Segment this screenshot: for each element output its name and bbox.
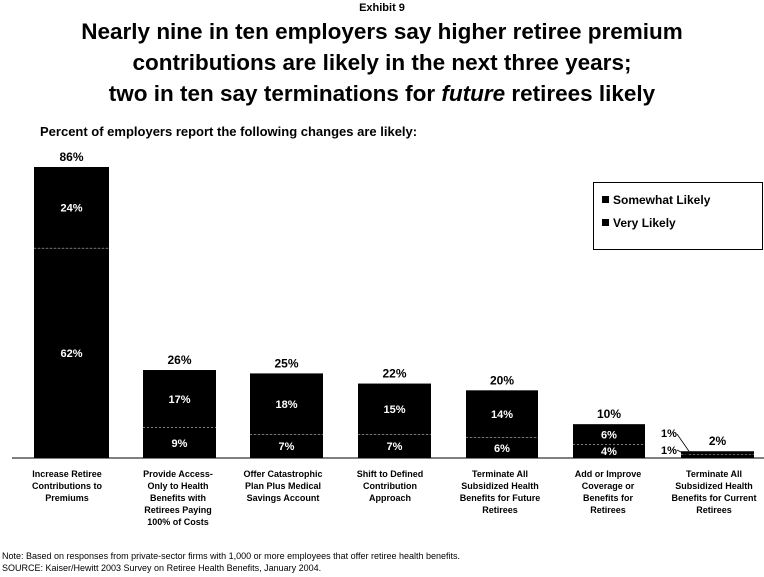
category-label-7-line-2: Subsidized Health bbox=[675, 481, 753, 491]
category-label-4-line-1: Shift to Defined bbox=[357, 469, 424, 479]
total-label-5: 20% bbox=[490, 373, 514, 387]
total-label-1: 86% bbox=[59, 150, 83, 164]
category-label-3-line-1: Offer Catastrophic bbox=[243, 469, 322, 479]
category-label-5-line-2: Subsidized Health bbox=[461, 481, 539, 491]
somewhat-leader-line bbox=[676, 433, 690, 452]
very-label-1: 62% bbox=[60, 348, 82, 360]
bar-very-likely-5 bbox=[466, 437, 538, 458]
bar-somewhat-likely-2 bbox=[143, 370, 216, 428]
legend-swatch-very bbox=[602, 219, 609, 226]
category-label-1-line-2: Contributions to bbox=[32, 481, 102, 491]
category-label-4-line-2: Contribution bbox=[363, 481, 417, 491]
category-label-7-line-1: Terminate All bbox=[686, 469, 742, 479]
category-label-1-line-1: Increase Retiree bbox=[32, 469, 102, 479]
category-label-4-line-3: Approach bbox=[369, 493, 411, 503]
total-label-3: 25% bbox=[274, 356, 298, 370]
legend-item-somewhat: Somewhat Likely bbox=[602, 193, 710, 207]
legend-item-very: Very Likely bbox=[602, 216, 676, 230]
very-leader-line bbox=[676, 449, 690, 457]
legend-label-very: Very Likely bbox=[613, 216, 676, 230]
category-label-3-line-2: Plan Plus Medical bbox=[245, 481, 321, 491]
title-line-3-start: two in ten say terminations for bbox=[108, 81, 442, 106]
category-label-1-line-3: Premiums bbox=[45, 493, 89, 503]
somewhat-label-7: 1% bbox=[661, 428, 677, 440]
bar-very-likely-4 bbox=[358, 434, 431, 458]
category-label-2-line-3: Benefits with bbox=[150, 493, 206, 503]
somewhat-label-1: 24% bbox=[60, 203, 82, 215]
very-label-2: 9% bbox=[172, 438, 188, 450]
footnote: Note: Based on responses from private-se… bbox=[2, 551, 461, 561]
bar-somewhat-likely-1 bbox=[34, 167, 109, 249]
bar-very-likely-1 bbox=[34, 248, 109, 458]
very-label-5: 6% bbox=[494, 443, 510, 455]
legend-label-somewhat: Somewhat Likely bbox=[613, 193, 711, 207]
somewhat-label-4: 15% bbox=[383, 404, 405, 416]
bar-very-likely-2 bbox=[143, 427, 216, 458]
category-label-3-line-3: Savings Account bbox=[247, 493, 320, 503]
category-label-6-line-2: Coverage or bbox=[582, 481, 635, 491]
total-label-6: 10% bbox=[597, 407, 621, 421]
bar-somewhat-likely-6 bbox=[573, 424, 645, 445]
category-label-2-line-4: Retirees Paying bbox=[144, 505, 212, 515]
chart-subtitle: Percent of employers report the followin… bbox=[40, 124, 418, 139]
category-label-5-line-1: Terminate All bbox=[472, 469, 528, 479]
legend-swatch-somewhat bbox=[602, 196, 609, 203]
somewhat-label-6: 6% bbox=[601, 429, 617, 441]
bar-very-likely-3 bbox=[250, 434, 323, 458]
title-line-3: two in ten say terminations for future r… bbox=[10, 78, 754, 109]
title-line-3-emphasis: future bbox=[441, 81, 506, 106]
bar-somewhat-likely-5 bbox=[466, 390, 538, 438]
category-label-6-line-4: Retirees bbox=[590, 505, 626, 515]
category-label-6-line-1: Add or Improve bbox=[575, 469, 642, 479]
category-label-2-line-1: Provide Access- bbox=[143, 469, 213, 479]
source-note: SOURCE: Kaiser/Hewitt 2003 Survey on Ret… bbox=[2, 563, 322, 573]
category-label-2-line-2: Only to Health bbox=[147, 481, 208, 491]
very-label-3: 7% bbox=[279, 441, 295, 453]
category-label-7-line-3: Benefits for Current bbox=[671, 493, 756, 503]
category-label-7-line-4: Retirees bbox=[696, 505, 732, 515]
total-label-4: 22% bbox=[382, 367, 406, 381]
total-label-2: 26% bbox=[167, 353, 191, 367]
exhibit-label: Exhibit 9 bbox=[359, 2, 405, 14]
bar-somewhat-likely-4 bbox=[358, 383, 431, 435]
very-label-7: 1% bbox=[661, 445, 677, 457]
category-label-5-line-3: Benefits for Future bbox=[460, 493, 541, 503]
category-label-2-line-5: 100% of Costs bbox=[147, 517, 209, 527]
category-label-6-line-3: Benefits for bbox=[583, 493, 634, 503]
title-line-3-end: retirees likely bbox=[505, 81, 656, 106]
title-line-1: Nearly nine in ten employers say higher … bbox=[81, 19, 683, 44]
somewhat-label-2: 17% bbox=[168, 394, 190, 406]
chart-title: Nearly nine in ten employers say higher … bbox=[10, 16, 754, 109]
legend: Somewhat Likely Very Likely bbox=[593, 182, 763, 250]
somewhat-label-5: 14% bbox=[491, 409, 513, 421]
very-label-4: 7% bbox=[387, 441, 403, 453]
somewhat-label-3: 18% bbox=[275, 399, 297, 411]
total-label-7: 2% bbox=[709, 434, 727, 448]
bar-somewhat-likely-7 bbox=[681, 451, 754, 455]
bar-very-likely-7 bbox=[681, 454, 754, 458]
very-label-6: 4% bbox=[601, 446, 617, 458]
category-label-5-line-4: Retirees bbox=[482, 505, 518, 515]
bar-somewhat-likely-3 bbox=[250, 373, 323, 435]
title-line-2: contributions are likely in the next thr… bbox=[132, 50, 632, 75]
bar-very-likely-6 bbox=[573, 444, 645, 458]
